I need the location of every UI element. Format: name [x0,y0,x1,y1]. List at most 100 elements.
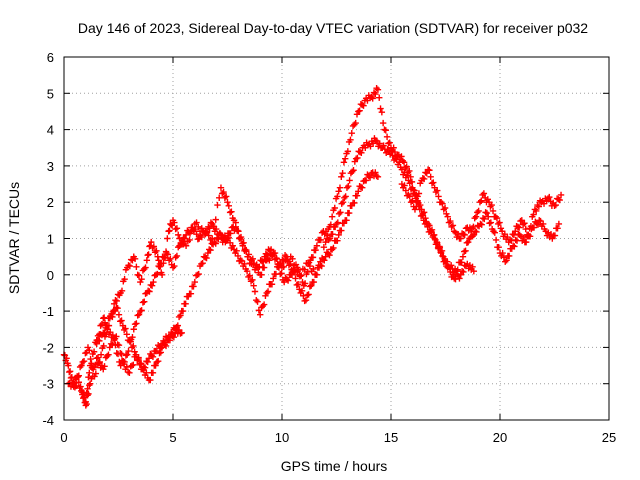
data-point [517,217,524,225]
data-point [478,221,485,228]
data-point [117,362,124,369]
data-point [302,297,310,304]
data-point [128,362,136,369]
data-point [505,252,513,260]
data-point [157,344,164,352]
y-tick-label: -1 [42,304,54,319]
data-point [256,263,263,271]
data-point [506,236,514,244]
data-point [107,312,115,320]
data-point [259,302,267,310]
data-point [346,177,353,184]
data-point [131,255,139,263]
data-point [214,201,221,209]
data-point [171,326,179,333]
x-tick-label: 10 [275,430,289,445]
data-point [137,307,144,315]
y-tick-label: 5 [47,86,54,101]
data-point [130,342,137,350]
data-point [555,196,562,203]
data-point [86,347,93,354]
data-point [426,167,433,174]
data-point [339,199,347,206]
data-point [449,222,457,229]
data-point [487,219,495,226]
data-point [362,177,370,184]
data-point [105,351,112,358]
data-point [232,223,239,231]
data-point [443,210,450,218]
data-point [166,334,174,342]
data-point [92,370,100,377]
data-point [390,144,397,151]
data-point [241,260,248,268]
data-point [236,234,243,241]
data-point [431,235,438,242]
data-point [355,188,362,195]
data-point [512,236,519,244]
data-point [153,247,160,255]
data-point [341,194,348,202]
data-point [430,179,437,186]
data-point [233,227,241,234]
data-point [317,262,324,269]
data-point [474,209,481,216]
data-point [137,360,145,367]
data-point [100,365,107,373]
data-point [127,338,134,345]
data-point [69,379,76,387]
data-point [497,225,505,232]
data-point [273,254,280,262]
data-point [149,353,157,361]
data-point [112,297,119,304]
data-point [207,246,214,254]
data-point [552,201,560,209]
data-point [141,364,149,371]
data-point [359,184,366,191]
data-point [101,363,108,370]
data-point [383,133,391,141]
data-point [68,373,76,381]
data-point [164,235,171,242]
data-point [489,207,497,215]
data-point [225,202,233,210]
data-point [162,342,170,350]
data-point [100,314,108,321]
data-point [354,154,361,162]
data-point [229,242,236,249]
data-point [212,225,220,233]
data-point [406,167,413,175]
data-point [551,202,558,210]
data-point [277,262,285,269]
data-point [470,223,477,231]
data-point [289,255,296,263]
data-point [514,223,522,231]
data-point [462,247,469,255]
data-point [85,373,92,381]
data-point [376,140,383,147]
data-point [460,268,467,276]
data-point [246,272,253,279]
data-point [386,139,393,146]
data-point [526,233,534,240]
data-point [115,311,123,318]
data-point [194,236,202,243]
data-point [374,173,382,180]
data-point [182,242,190,249]
data-point [284,256,291,263]
data-point [304,268,311,276]
data-point [125,262,132,269]
data-point [522,238,530,246]
data-point [511,243,518,250]
data-point [93,355,100,362]
data-point [477,220,484,228]
data-point [101,329,108,337]
data-point [78,362,85,369]
data-point [317,236,325,244]
data-point [339,169,346,177]
data-point [374,86,382,93]
data-point [428,180,436,187]
data-point [220,188,227,196]
data-point [427,173,434,180]
data-point [270,275,277,282]
